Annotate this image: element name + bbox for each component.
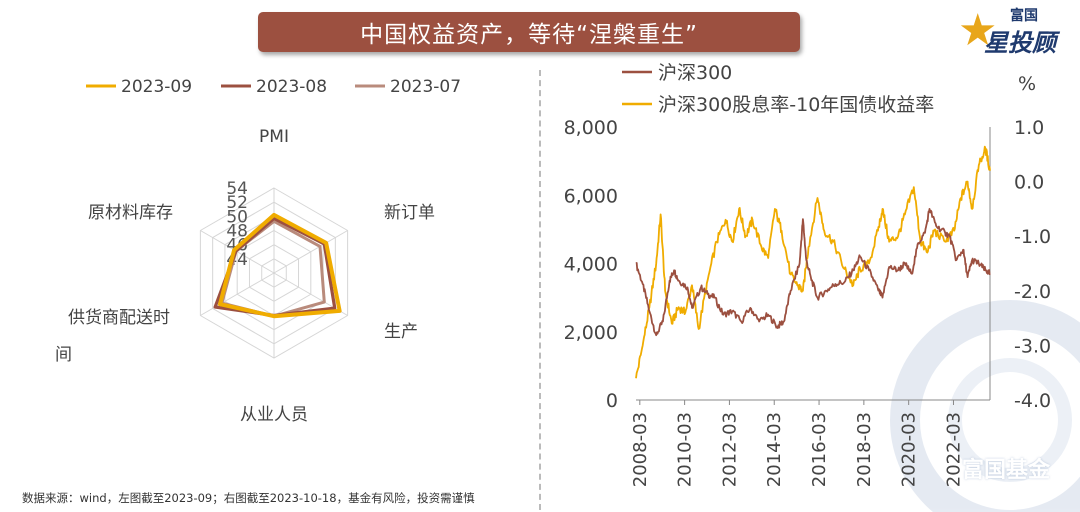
radar-tick-label: 54 [226, 179, 248, 199]
x-tick-label: 2016-03 [809, 412, 830, 487]
x-tick-label: 2018-03 [854, 412, 875, 487]
line-axes: 8,000 6,000 4,000 2,000 0 1.0 0.0 -1.0 -2.0 -3.0 -… [564, 73, 1051, 487]
right-axis-unit: % [1018, 73, 1036, 95]
left-tick-label: 6,000 [564, 185, 618, 207]
line-legend-label: 沪深300 [658, 62, 732, 84]
source-note: 数据来源：wind，左图截至2023-09；右图截至2023-10-18，基金有… [22, 491, 475, 505]
radar-axis-label: 从业人员 [240, 405, 308, 425]
right-tick-label: -2.0 [1014, 281, 1051, 303]
star-icon: ★ [958, 5, 998, 56]
line-chart: 沪深300 沪深300股息率-10年国债收益率 8,000 6,000 4,000 2,… [564, 62, 1080, 512]
line-series [635, 145, 991, 379]
radar-axis-label: PMI [259, 127, 289, 147]
radar-axis-label: 生产 [384, 322, 418, 342]
radar-legend-label: 2023-09 [121, 77, 192, 97]
watermark-text: 富国基金 [962, 458, 1051, 483]
brand-logo: ★ 富国 星投顾 [958, 5, 1073, 57]
right-tick-label: 0.0 [1014, 172, 1044, 194]
x-tick-label: 2014-03 [764, 412, 785, 487]
line-legend: 沪深300 沪深300股息率-10年国债收益率 [622, 62, 934, 116]
x-tick-label: 2008-03 [630, 412, 651, 487]
line-legend-label: 沪深300股息率-10年国债收益率 [658, 94, 934, 116]
radar-tick-label: 52 [226, 193, 248, 213]
panel-divider [539, 70, 541, 510]
right-tick-label: 1.0 [1014, 117, 1044, 139]
line-series-hs300 [635, 208, 991, 337]
x-tick-label: 2022-03 [943, 412, 964, 487]
x-tick-label: 2020-03 [899, 412, 920, 487]
brand-top-label: 富国 [1010, 8, 1038, 24]
x-tick-label: 2010-03 [675, 412, 696, 487]
left-tick-label: 8,000 [564, 117, 618, 139]
radar-axis-label: 供货商配送时 [68, 308, 170, 328]
radar-axis-label: 原材料库存 [88, 203, 173, 223]
page-title: 中国权益资产，等待“涅槃重生” [258, 12, 800, 52]
radar-tick-label: 48 [226, 222, 248, 242]
right-tick-label: -3.0 [1014, 335, 1051, 357]
left-tick-label: 4,000 [564, 254, 618, 276]
radar-axis-label: 新订单 [384, 203, 435, 223]
left-tick-label: 2,000 [564, 322, 618, 344]
radar-legend: 2023-09 2023-08 2023-07 [86, 77, 461, 97]
radar-series [213, 212, 342, 319]
right-tick-label: -1.0 [1014, 226, 1051, 248]
radar-tick-label: 50 [226, 207, 248, 227]
radar-legend-label: 2023-07 [390, 77, 461, 97]
radar-spoke [200, 272, 275, 316]
radar-legend-label: 2023-08 [256, 77, 327, 97]
radar-spoke [273, 230, 348, 274]
radar-axis-label: 间 [55, 345, 72, 365]
line-series-spread [635, 145, 991, 379]
x-tick-label: 2012-03 [719, 412, 740, 487]
radar-series-2023-09 [218, 212, 342, 319]
brand-name: 星投顾 [984, 29, 1056, 57]
watermark-logo [890, 300, 1080, 512]
right-tick-label: -4.0 [1014, 390, 1051, 412]
left-tick-label: 0 [606, 390, 618, 412]
